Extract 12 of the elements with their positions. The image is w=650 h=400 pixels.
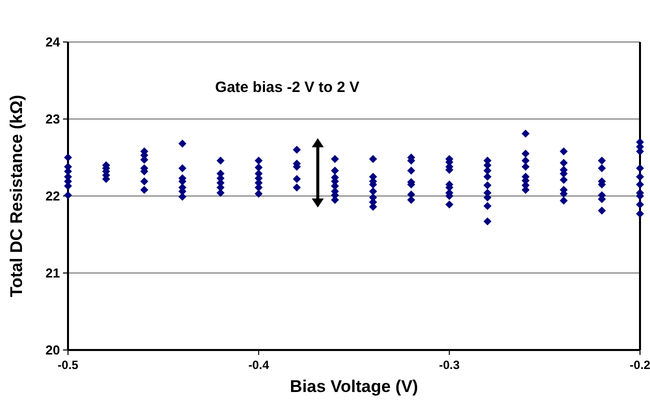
y-tick-label: 20 [46, 342, 60, 358]
y-tick-label: 22 [46, 188, 60, 204]
x-tick-label: -0.2 [630, 358, 650, 372]
x-tick-label: -0.4 [248, 358, 270, 372]
y-tick-label: 21 [46, 266, 60, 281]
y-tick-label: 23 [46, 112, 60, 127]
y-tick-label: 24 [46, 34, 61, 50]
x-axis-title: Bias Voltage (V) [290, 377, 418, 396]
x-tick-label: -0.5 [58, 358, 79, 372]
annotation: Gate bias -2 V to 2 V [215, 79, 360, 96]
x-tick-label: -0.3 [438, 358, 460, 372]
y-axis-title: Total DC Resistance (kΩ) [7, 94, 26, 298]
